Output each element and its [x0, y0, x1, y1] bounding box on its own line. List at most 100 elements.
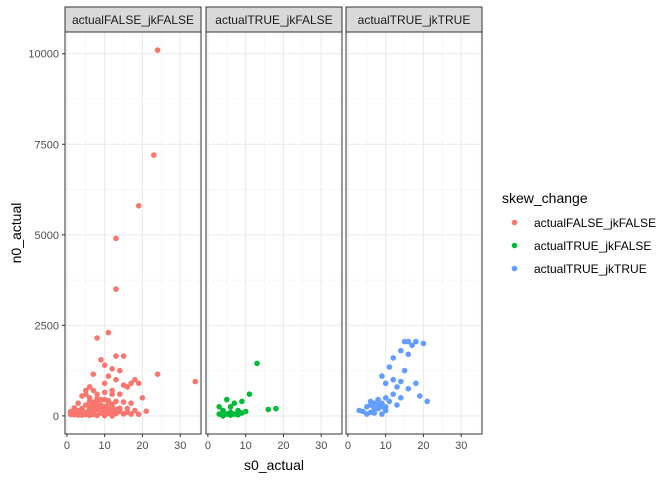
data-point — [416, 393, 423, 399]
facet-strip — [345, 6, 483, 33]
data-point — [386, 398, 393, 405]
data-point — [90, 371, 97, 378]
facet-panels: actualFALSE_jkFALSE actualTRUE_jkFALSE act… — [64, 6, 483, 435]
y-axis-title: n0_actual — [8, 203, 24, 264]
x-axes: 0 10 20 30 0 10 20 30 0 10 20 30 — [64, 434, 467, 452]
data-point — [386, 364, 393, 370]
x-tick-label: 30 — [174, 440, 186, 452]
data-point — [356, 407, 363, 414]
facet-strip — [64, 6, 202, 33]
data-point — [390, 355, 397, 361]
panel-border — [64, 31, 202, 435]
grid — [346, 32, 482, 434]
data-point — [382, 380, 389, 387]
data-point — [265, 406, 272, 413]
y-tick-label: 10000 — [28, 49, 59, 61]
facet-strip-label: actualFALSE_jkFALSE — [72, 13, 194, 27]
data-point — [379, 373, 385, 379]
data-point — [101, 362, 108, 369]
data-point — [109, 413, 115, 419]
data-point — [371, 405, 378, 412]
data-point — [405, 338, 412, 345]
data-point — [239, 398, 245, 405]
y-tick-label: 0 — [53, 411, 59, 423]
data-point — [86, 404, 93, 410]
x-tick-label: 20 — [417, 440, 429, 452]
data-point — [413, 380, 419, 387]
y-tick-label: 5000 — [35, 230, 59, 242]
data-point — [192, 378, 199, 385]
data-point — [220, 413, 226, 419]
data-point — [401, 367, 408, 374]
x-axis-title: s0_actual — [244, 457, 304, 473]
data-point — [231, 400, 238, 407]
y-tick-label: 2500 — [35, 320, 59, 332]
points-actualTRUE_jkTRUE — [356, 338, 431, 417]
data-point — [246, 391, 253, 398]
x-tick-label: 20 — [136, 440, 148, 452]
data-point — [254, 360, 260, 367]
legend-label: actualFALSE_jkFALSE — [534, 216, 656, 230]
data-point — [132, 376, 138, 383]
legend-item: actualFALSE_jkFALSE — [506, 214, 656, 231]
data-point — [379, 400, 385, 407]
y-axis: 0 2500 5000 7500 10000 — [28, 49, 65, 423]
data-point — [79, 410, 85, 417]
data-point — [101, 396, 108, 403]
data-point — [135, 411, 142, 418]
data-point — [113, 353, 119, 359]
data-point — [413, 338, 419, 345]
points-actualTRUE_jkFALSE — [216, 360, 279, 419]
legend-swatch — [511, 219, 518, 226]
x-tick-label: 0 — [345, 440, 351, 452]
facet-strip — [205, 6, 343, 33]
x-tick-label: 30 — [455, 440, 467, 452]
data-point — [398, 347, 404, 354]
data-point — [109, 387, 115, 394]
data-point — [109, 366, 115, 372]
data-point — [98, 357, 104, 363]
data-point — [364, 411, 370, 417]
legend-label: actualTRUE_jkFALSE — [534, 239, 651, 253]
data-point — [86, 384, 93, 390]
data-point — [235, 412, 241, 418]
data-point — [154, 47, 161, 53]
data-point — [75, 407, 81, 414]
data-point — [390, 376, 397, 383]
data-point — [398, 395, 404, 401]
data-point — [101, 380, 108, 387]
data-point — [90, 399, 97, 405]
x-tick-label: 30 — [315, 440, 327, 452]
data-point — [405, 351, 412, 358]
data-point — [90, 387, 97, 394]
data-point — [135, 380, 142, 387]
data-point — [124, 409, 131, 416]
data-point — [105, 405, 112, 412]
grid — [65, 32, 201, 434]
data-point — [124, 384, 131, 390]
legend-swatch — [511, 265, 518, 272]
data-point — [227, 404, 234, 410]
legend-item: actualTRUE_jkTRUE — [506, 260, 647, 277]
data-point — [113, 286, 119, 292]
facet-panel-2: actualTRUE_jkFALSE — [205, 6, 343, 435]
legend-title: skew_change — [502, 190, 588, 206]
data-point — [224, 396, 230, 403]
x-tick-label: 0 — [205, 440, 211, 452]
data-point — [128, 380, 134, 387]
data-point — [227, 412, 234, 419]
data-point — [371, 410, 378, 416]
panel-border — [345, 31, 483, 435]
points-actualFALSE_jkFALSE — [67, 47, 199, 419]
data-point — [420, 340, 427, 347]
data-point — [379, 411, 385, 417]
data-point — [424, 398, 431, 405]
data-point — [117, 367, 123, 374]
data-point — [143, 408, 149, 415]
data-point — [90, 407, 97, 414]
data-point — [409, 342, 415, 349]
data-point — [113, 398, 119, 405]
data-point — [117, 391, 123, 398]
data-point — [151, 152, 157, 158]
data-point — [382, 404, 389, 410]
